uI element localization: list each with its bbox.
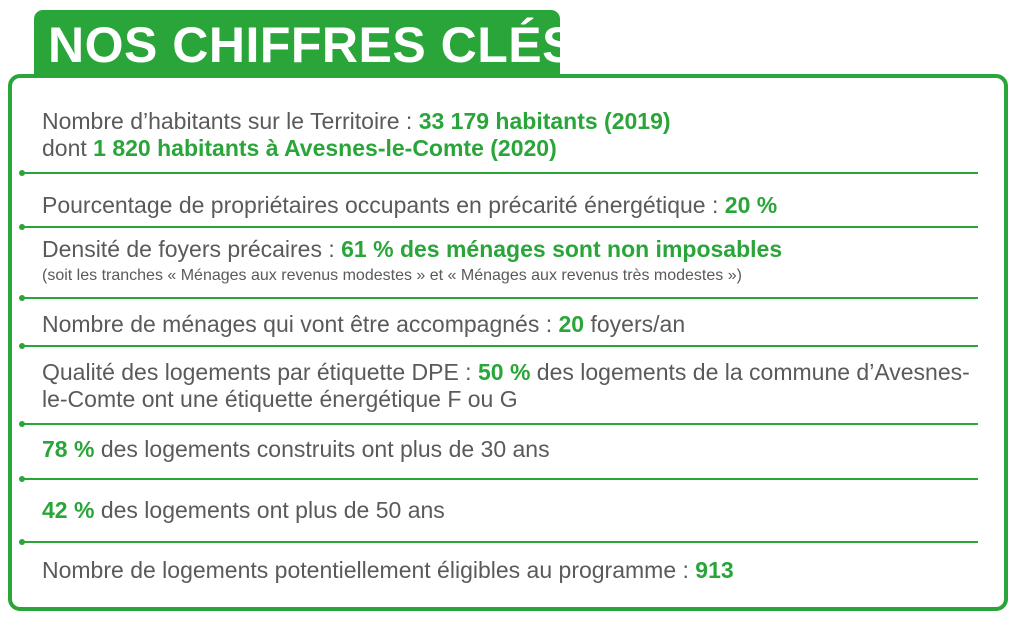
stat-suffix: des logements ont plus de 50 ans (94, 497, 445, 523)
stat-value: 33 179 habitants (2019) (418, 108, 671, 134)
row-divider (19, 421, 978, 427)
stat-label: Qualité des logements par étiquette DPE … (42, 359, 478, 385)
stat-value: 78 % (42, 436, 95, 462)
row-divider (19, 170, 978, 176)
stat-label: dont (42, 135, 94, 161)
row-divider (19, 224, 978, 230)
title-tab (34, 10, 560, 76)
row-divider (19, 295, 978, 301)
stat-households-supported: Nombre de ménages qui vont être accompag… (42, 311, 992, 338)
stat-value: 20 % (724, 192, 778, 218)
row-divider (19, 539, 978, 545)
stat-housing-30-years: 78 % des logements construits ont plus d… (42, 436, 992, 463)
stat-value: 20 (558, 311, 585, 337)
stat-label: Densité de foyers précaires : (42, 236, 342, 262)
stat-label: Nombre de ménages qui vont être accompag… (42, 311, 559, 337)
stat-precarious-households: Densité de foyers précaires : 61 % des m… (42, 236, 992, 289)
stat-label: Pourcentage de propriétaires occupants e… (42, 192, 725, 218)
stat-label: Nombre d’habitants sur le Territoire : (42, 108, 419, 134)
stat-population: Nombre d’habitants sur le Territoire : 3… (42, 108, 992, 162)
row-divider (19, 343, 978, 349)
stat-value: 1 820 habitants à Avesnes-le-Comte (2020… (93, 135, 557, 161)
stat-note: (soit les tranches « Ménages aux revenus… (42, 267, 742, 284)
stat-precarity-owners: Pourcentage de propriétaires occupants e… (42, 192, 992, 219)
stat-eligible-housing: Nombre de logements potentiellement élig… (42, 557, 992, 584)
stat-value: 913 (695, 557, 734, 583)
stat-dpe-quality: Qualité des logements par étiquette DPE … (42, 359, 992, 413)
row-divider (19, 476, 978, 482)
stat-label: Nombre de logements potentiellement élig… (42, 557, 696, 583)
stat-housing-50-years: 42 % des logements ont plus de 50 ans (42, 497, 992, 524)
stat-value: 50 % (477, 359, 531, 385)
page-title: NOS CHIFFRES CLÉS (48, 17, 576, 73)
stat-suffix: foyers/an (584, 311, 686, 337)
stat-suffix: des logements de la commune d’Avesnes-le… (42, 359, 970, 412)
key-figures-panel (8, 74, 1008, 611)
stat-suffix: des logements construits ont plus de 30 … (94, 436, 550, 462)
stat-value: 42 % (42, 497, 95, 523)
stat-value: 61 % des ménages sont non imposables (341, 236, 783, 262)
